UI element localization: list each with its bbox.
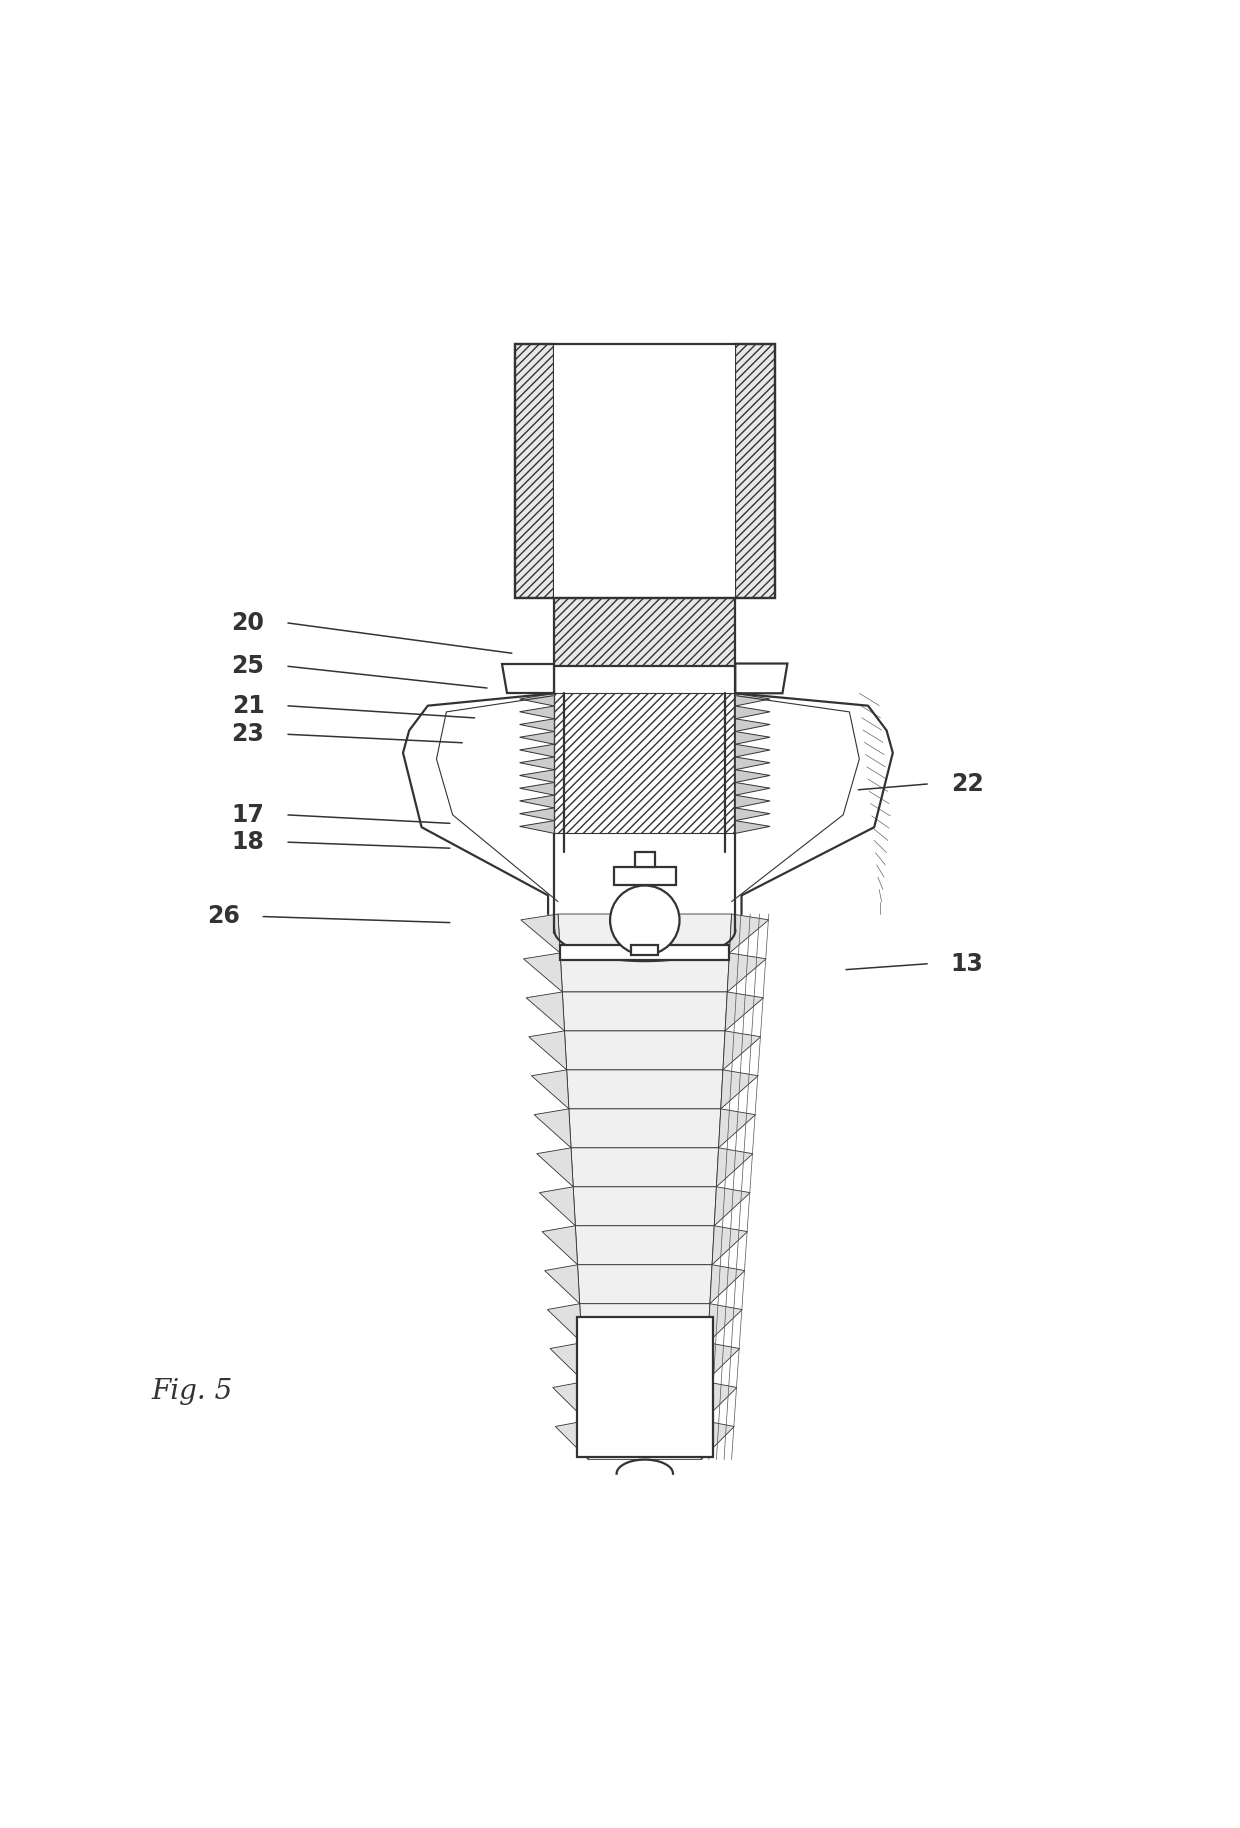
- Polygon shape: [567, 1069, 723, 1110]
- Polygon shape: [735, 795, 770, 808]
- Polygon shape: [725, 993, 764, 1031]
- Polygon shape: [735, 706, 770, 718]
- Polygon shape: [720, 1069, 758, 1110]
- Polygon shape: [520, 744, 554, 757]
- Polygon shape: [709, 1265, 745, 1303]
- Polygon shape: [727, 952, 766, 993]
- Polygon shape: [523, 952, 563, 993]
- Polygon shape: [712, 1227, 748, 1265]
- Polygon shape: [532, 1069, 569, 1110]
- Polygon shape: [528, 1031, 567, 1069]
- Bar: [631, 945, 658, 954]
- Bar: [614, 866, 676, 885]
- Polygon shape: [542, 1227, 578, 1265]
- Text: 21: 21: [232, 693, 264, 718]
- Polygon shape: [735, 757, 770, 770]
- Text: 13: 13: [951, 952, 983, 976]
- Polygon shape: [564, 1031, 725, 1069]
- Polygon shape: [735, 744, 770, 757]
- Text: 20: 20: [232, 611, 264, 634]
- Polygon shape: [582, 1344, 708, 1382]
- Polygon shape: [735, 770, 770, 782]
- Polygon shape: [553, 1382, 587, 1420]
- Text: 17: 17: [232, 802, 264, 826]
- Polygon shape: [706, 1344, 739, 1382]
- Circle shape: [610, 885, 680, 954]
- Polygon shape: [587, 1420, 703, 1459]
- Bar: [554, 598, 735, 665]
- Polygon shape: [520, 821, 554, 834]
- Bar: [554, 344, 735, 598]
- Polygon shape: [735, 344, 775, 598]
- Polygon shape: [520, 795, 554, 808]
- Polygon shape: [735, 782, 770, 795]
- Polygon shape: [502, 664, 554, 693]
- Bar: [554, 693, 735, 834]
- Polygon shape: [544, 1265, 580, 1303]
- Polygon shape: [547, 1303, 582, 1344]
- Polygon shape: [714, 1186, 750, 1227]
- Polygon shape: [521, 914, 560, 952]
- Polygon shape: [723, 1031, 761, 1069]
- Bar: [577, 1316, 713, 1457]
- Polygon shape: [520, 693, 554, 706]
- Polygon shape: [551, 1344, 584, 1382]
- Polygon shape: [578, 1265, 712, 1303]
- Polygon shape: [560, 952, 729, 993]
- Polygon shape: [735, 808, 770, 821]
- Polygon shape: [520, 718, 554, 731]
- Polygon shape: [735, 731, 770, 744]
- Polygon shape: [556, 1420, 588, 1459]
- Polygon shape: [563, 993, 727, 1031]
- Polygon shape: [735, 693, 770, 706]
- Polygon shape: [539, 1186, 575, 1227]
- Polygon shape: [729, 914, 769, 952]
- Polygon shape: [526, 993, 564, 1031]
- Text: 23: 23: [232, 722, 264, 746]
- Polygon shape: [558, 914, 732, 952]
- Polygon shape: [534, 1110, 570, 1148]
- Polygon shape: [702, 1420, 734, 1459]
- Polygon shape: [717, 1148, 753, 1186]
- Text: 26: 26: [207, 905, 239, 929]
- Polygon shape: [735, 821, 770, 834]
- Bar: [515, 344, 775, 598]
- Polygon shape: [703, 1382, 737, 1420]
- Polygon shape: [735, 664, 787, 693]
- Bar: [560, 945, 729, 960]
- Polygon shape: [719, 1110, 755, 1148]
- Polygon shape: [735, 718, 770, 731]
- Polygon shape: [575, 1227, 714, 1265]
- Text: Fig. 5: Fig. 5: [151, 1378, 233, 1406]
- Polygon shape: [537, 1148, 573, 1186]
- Polygon shape: [520, 770, 554, 782]
- Text: 18: 18: [232, 830, 264, 854]
- Polygon shape: [520, 808, 554, 821]
- Polygon shape: [520, 782, 554, 795]
- Polygon shape: [584, 1382, 706, 1420]
- Polygon shape: [580, 1303, 709, 1344]
- Polygon shape: [569, 1110, 720, 1148]
- Text: 22: 22: [951, 771, 983, 795]
- Polygon shape: [520, 706, 554, 718]
- Polygon shape: [708, 1303, 743, 1344]
- Polygon shape: [570, 1148, 719, 1186]
- Polygon shape: [520, 731, 554, 744]
- Text: 25: 25: [232, 654, 264, 678]
- Polygon shape: [515, 344, 554, 598]
- Polygon shape: [573, 1186, 717, 1227]
- Polygon shape: [520, 757, 554, 770]
- Bar: [635, 852, 655, 866]
